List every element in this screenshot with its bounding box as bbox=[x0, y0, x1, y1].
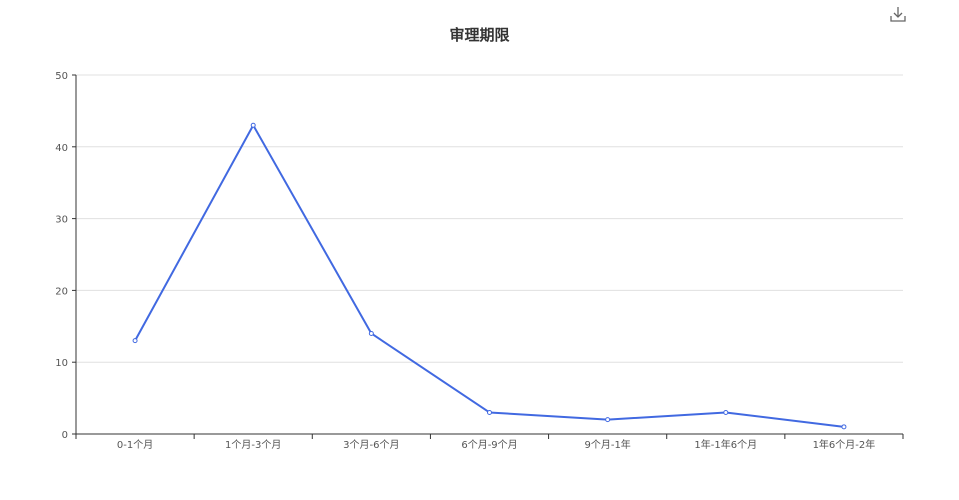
y-tick-label: 50 bbox=[55, 71, 68, 82]
series bbox=[132, 122, 847, 430]
x-tick-label: 1个月-3个月 bbox=[225, 439, 281, 451]
data-point[interactable] bbox=[250, 122, 256, 128]
y-tick-label: 20 bbox=[55, 286, 68, 297]
y-axis-ticks: 0 10 20 30 40 50 bbox=[55, 71, 76, 441]
grid-lines bbox=[76, 74, 903, 363]
x-tick-label: 6个月-9个月 bbox=[461, 439, 517, 451]
data-point[interactable] bbox=[723, 409, 729, 415]
data-point[interactable] bbox=[368, 330, 374, 336]
data-point[interactable] bbox=[841, 424, 847, 430]
x-axis-ticks: 0-1个月 1个月-3个月 3个月-6个月 6个月-9个月 9个月-1年 1年-1年6个月… bbox=[75, 434, 904, 451]
y-tick-label: 10 bbox=[55, 358, 68, 369]
x-tick-label: 1年6个月-2年 bbox=[813, 438, 876, 451]
x-tick-label: 9个月-1年 bbox=[584, 438, 630, 451]
series-line bbox=[134, 124, 845, 428]
data-point[interactable] bbox=[487, 409, 492, 415]
data-point[interactable] bbox=[605, 417, 611, 423]
axes bbox=[75, 75, 903, 435]
x-tick-label: 3个月-6个月 bbox=[343, 439, 399, 451]
y-tick-label: 40 bbox=[55, 143, 68, 154]
x-tick-label: 0-1个月 bbox=[117, 439, 153, 451]
data-point[interactable] bbox=[132, 338, 138, 344]
download-button[interactable] bbox=[888, 4, 908, 24]
x-tick-label: 1年-1年6个月 bbox=[694, 438, 757, 451]
chart-title: 审理期限 bbox=[449, 26, 510, 44]
download-icon bbox=[890, 7, 906, 22]
y-tick-label: 30 bbox=[55, 215, 68, 226]
y-tick-label: 0 bbox=[62, 430, 68, 441]
